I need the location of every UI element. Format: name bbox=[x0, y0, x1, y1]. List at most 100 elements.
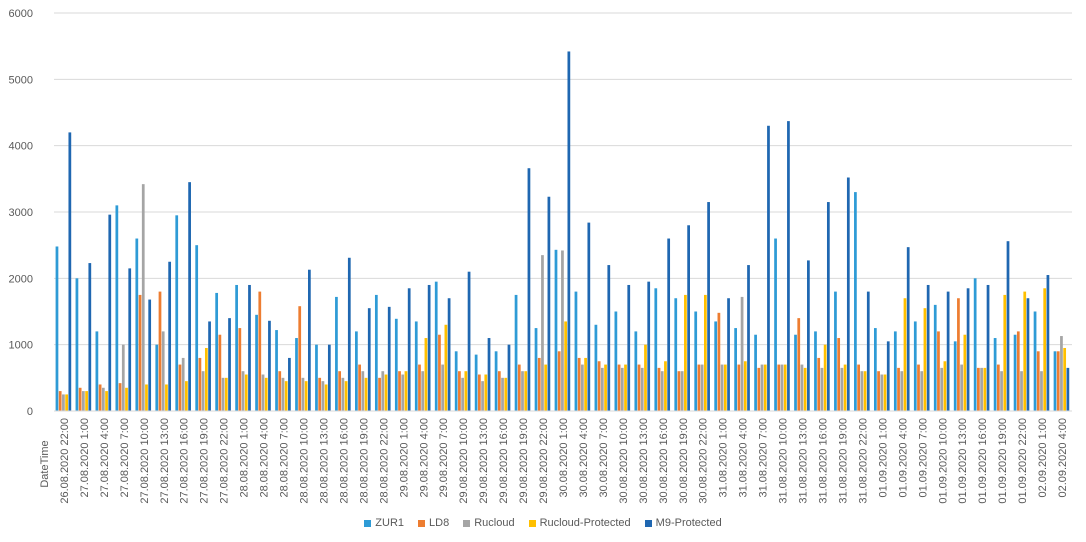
bar-zur1 bbox=[275, 330, 278, 411]
bar-zur1 bbox=[55, 246, 59, 411]
bar-m9-protected bbox=[407, 288, 411, 411]
bar-rucloud-protected bbox=[664, 361, 667, 411]
bar-m9-protected bbox=[248, 284, 251, 411]
y-tick-label: 5000 bbox=[9, 74, 33, 86]
bar-rucloud-protected bbox=[85, 391, 88, 411]
bar-zur1 bbox=[814, 331, 817, 411]
bar-m9-protected bbox=[208, 321, 211, 411]
x-tick-label: 29.08.2020 4:00 bbox=[418, 418, 430, 498]
x-tick-label: 28.08.2020 4:00 bbox=[259, 418, 271, 498]
bar-ld8 bbox=[937, 331, 940, 411]
bar-rucloud-protected bbox=[584, 357, 587, 411]
bar-rucloud-protected bbox=[983, 367, 987, 411]
bar-ld8 bbox=[637, 364, 641, 411]
x-tick-label: 31.08.2020 22:00 bbox=[857, 418, 869, 504]
legend-swatch bbox=[418, 519, 426, 527]
bar-rucloud-protected bbox=[165, 384, 168, 411]
bar-m9-protected bbox=[826, 202, 830, 411]
bar-rucloud bbox=[840, 367, 844, 411]
bar-ld8 bbox=[398, 371, 401, 411]
bar-rucloud-protected bbox=[284, 381, 288, 411]
bar-rucloud bbox=[920, 371, 924, 411]
x-tick-label: 27.08.2020 22:00 bbox=[219, 418, 231, 504]
bar-m9-protected bbox=[647, 281, 651, 411]
x-tick-label: 28.08.2020 1:00 bbox=[239, 418, 251, 498]
bar-m9-protected bbox=[567, 51, 571, 411]
bar-ld8 bbox=[258, 291, 262, 411]
bar-ld8 bbox=[817, 357, 821, 411]
bar-zur1 bbox=[993, 338, 997, 411]
gridlines bbox=[54, 12, 1072, 346]
bar-rucloud-protected bbox=[424, 338, 428, 411]
y-tick-label: 3000 bbox=[9, 207, 33, 219]
bar-m9-protected bbox=[188, 182, 191, 411]
bar-zur1 bbox=[215, 292, 219, 411]
bar-rucloud-protected bbox=[504, 377, 508, 411]
bars bbox=[55, 51, 1070, 412]
bar-m9-protected bbox=[1006, 241, 1010, 411]
bar-m9-protected bbox=[148, 299, 152, 411]
bar-rucloud bbox=[660, 371, 664, 411]
bar-zur1 bbox=[834, 291, 837, 411]
bar-m9-protected bbox=[68, 132, 72, 411]
x-tick-label: 30.08.2020 13:00 bbox=[638, 418, 650, 504]
bar-rucloud bbox=[82, 391, 85, 411]
bar-rucloud-protected bbox=[883, 374, 887, 411]
bar-ld8 bbox=[138, 294, 142, 411]
legend-swatch bbox=[644, 519, 652, 527]
y-axis: 0 1000 2000 3000 4000 5000 6000 bbox=[9, 8, 33, 418]
bar-zur1 bbox=[893, 331, 897, 411]
x-tick-label: 31.08.2020 19:00 bbox=[838, 418, 850, 504]
bar-zur1 bbox=[654, 288, 658, 411]
bar-rucloud-protected bbox=[644, 344, 647, 411]
bar-rucloud bbox=[301, 377, 305, 411]
bar-ld8 bbox=[677, 371, 681, 411]
bar-m9-protected bbox=[946, 291, 950, 411]
bar-rucloud-protected bbox=[404, 371, 408, 411]
bar-rucloud bbox=[640, 367, 644, 411]
bar-rucloud bbox=[1060, 336, 1063, 411]
bar-rucloud bbox=[181, 357, 185, 411]
bar-rucloud bbox=[361, 371, 365, 411]
bar-rucloud bbox=[561, 250, 564, 411]
bar-rucloud bbox=[900, 371, 904, 411]
x-tick-label: 27.08.2020 1:00 bbox=[79, 418, 91, 498]
bar-rucloud-protected bbox=[1063, 347, 1067, 411]
bar-zur1 bbox=[115, 205, 119, 411]
x-tick-label: 28.08.2020 10:00 bbox=[299, 418, 311, 504]
x-tick-label: 29.08.2020 7:00 bbox=[438, 418, 450, 498]
bar-rucloud-protected bbox=[244, 374, 248, 411]
bar-ld8 bbox=[777, 364, 781, 411]
bar-ld8 bbox=[797, 318, 801, 411]
x-tick-label: 01.09.2020 13:00 bbox=[957, 418, 969, 504]
bar-zur1 bbox=[355, 331, 358, 411]
bar-rucloud bbox=[201, 371, 205, 411]
bar-m9-protected bbox=[807, 260, 810, 411]
bar-zur1 bbox=[514, 294, 518, 411]
bar-m9-protected bbox=[866, 291, 870, 411]
bar-rucloud bbox=[1000, 371, 1003, 411]
bar-ld8 bbox=[58, 391, 62, 411]
x-tick-label: 01.09.2020 7:00 bbox=[917, 418, 929, 498]
bar-ld8 bbox=[977, 367, 980, 411]
x-tick-label: 01.09.2020 19:00 bbox=[997, 418, 1009, 504]
bar-zur1 bbox=[75, 278, 79, 411]
bar-zur1 bbox=[933, 304, 937, 411]
bar-rucloud bbox=[600, 367, 604, 411]
bar-ld8 bbox=[98, 384, 102, 411]
legend-label: ZUR1 bbox=[375, 517, 405, 529]
x-tick-label: 31.08.2020 1:00 bbox=[718, 418, 730, 498]
bar-ld8 bbox=[318, 377, 322, 411]
bar-rucloud-protected bbox=[544, 364, 548, 411]
bar-ld8 bbox=[917, 364, 920, 411]
bar-rucloud bbox=[680, 371, 684, 411]
bar-rucloud-protected bbox=[823, 344, 827, 411]
bar-ld8 bbox=[118, 383, 122, 411]
bar-m9-protected bbox=[547, 196, 551, 411]
x-tick-label: 29.08.2020 13:00 bbox=[478, 418, 490, 504]
bar-rucloud bbox=[581, 364, 584, 411]
bar-ld8 bbox=[517, 364, 521, 411]
bar-m9-protected bbox=[627, 284, 631, 411]
bar-zur1 bbox=[295, 338, 298, 411]
x-tick-label: 30.08.2020 1:00 bbox=[558, 418, 570, 498]
